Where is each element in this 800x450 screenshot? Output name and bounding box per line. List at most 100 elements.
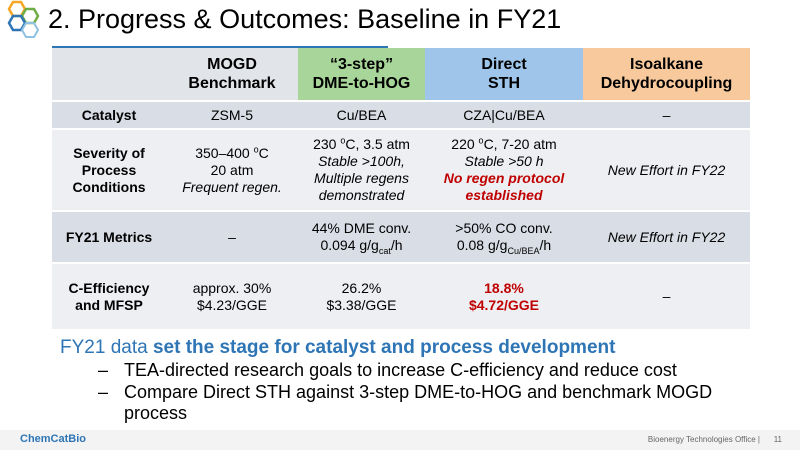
header-line: MOGD xyxy=(207,56,257,73)
cell-text: C xyxy=(258,144,269,161)
summary-lead: FY21 data set the stage for catalyst and… xyxy=(60,336,780,359)
cell-text: 0.094 g/g xyxy=(320,237,379,253)
cell-text: No regen protocol xyxy=(443,170,565,186)
cell-line: Stable >50 h xyxy=(425,153,583,170)
cell-line: Multiple regens xyxy=(298,170,425,187)
cell-line: ZSM-5 xyxy=(166,107,298,124)
cell-line: – xyxy=(583,107,750,124)
cell-text: Cu/BEA xyxy=(336,106,387,123)
row-label: Severity of Process Conditions xyxy=(52,128,166,211)
table-cell: 230 oC, 3.5 atm Stable >100h, Multiple reg… xyxy=(298,128,425,211)
cell-line: No regen protocol xyxy=(425,170,583,187)
cell-text: Stable >100h, xyxy=(318,153,405,169)
cell-text: New Effort in FY22 xyxy=(607,228,726,245)
label-line: Process xyxy=(81,161,137,178)
table-row: FY21 Metrics – 44% DME conv. 0.094 g/gcat/h… xyxy=(52,210,750,263)
lead-bold: set the stage for catalyst and process d… xyxy=(152,337,616,358)
column-header: Direct STH xyxy=(425,48,583,101)
cell-text: 350–400 xyxy=(195,144,254,161)
label-line: Catalyst xyxy=(81,106,137,123)
row-label: Catalyst xyxy=(52,100,166,129)
cell-text: C, 7-20 atm xyxy=(483,136,557,152)
table-cell: >50% CO conv. 0.08 g/gCu/BEA/h xyxy=(425,210,583,263)
cell-text: established xyxy=(465,187,543,203)
header-line: Direct xyxy=(481,56,527,73)
column-header: “3-step” DME-to-HOG xyxy=(298,48,425,101)
label-line: and MFSP xyxy=(75,296,143,313)
cell-line: CZA|Cu/BEA xyxy=(425,107,583,124)
cell-line: 350–400 oC xyxy=(166,143,298,162)
row-label: FY21 Metrics xyxy=(52,210,166,263)
cell-text: – xyxy=(662,106,671,123)
label-line: Conditions xyxy=(72,178,146,195)
summary: FY21 data set the stage for catalyst and… xyxy=(60,336,780,424)
table-cell: 26.2% $3.38/GGE xyxy=(298,262,425,329)
cell-text: $4.72/GGE xyxy=(468,296,540,313)
cell-line: Cu/BEA xyxy=(298,107,425,124)
cell-text: – xyxy=(228,228,236,245)
cell-line: 220 oC, 7-20 atm xyxy=(425,136,583,153)
cell-text: 230 xyxy=(313,136,341,152)
bullet: Compare Direct STH against 3-step DME-to… xyxy=(60,382,724,424)
cell-text: 44% DME conv. xyxy=(311,220,412,236)
table-row: Catalyst ZSM-5 Cu/BEA CZA|Cu/BEA – xyxy=(52,100,750,129)
cell-text: o xyxy=(340,135,346,146)
bullet: TEA-directed research goals to increase … xyxy=(60,360,724,381)
cell-line: 20 atm xyxy=(166,162,298,179)
cell-line: New Effort in FY22 xyxy=(583,229,750,246)
cell-line: Frequent regen. xyxy=(166,179,298,196)
slide-title: 2. Progress & Outcomes: Baseline in FY21 xyxy=(48,4,562,34)
cell-line: 0.094 g/gcat/h xyxy=(298,237,425,256)
column-header: MOGD Benchmark xyxy=(166,48,298,101)
cell-text: – xyxy=(662,288,671,304)
cell-line: approx. 30% xyxy=(166,280,298,297)
table-cell: – xyxy=(583,262,750,329)
cell-line: demonstrated xyxy=(298,187,425,204)
cell-text: 0.08 g/g xyxy=(456,237,508,253)
cell-text: approx. 30% xyxy=(192,279,272,296)
cell-line: $4.72/GGE xyxy=(425,297,583,314)
cell-text: /h xyxy=(539,237,552,253)
column-header: Isoalkane Dehydrocoupling xyxy=(583,48,750,101)
cell-text: $4.23/GGE xyxy=(196,296,268,313)
cell-line: – xyxy=(166,229,298,246)
header-line: Dehydrocoupling xyxy=(600,75,733,92)
cell-text: New Effort in FY22 xyxy=(607,161,726,178)
table-cell: – xyxy=(583,100,750,129)
corner-cell xyxy=(52,48,166,101)
cell-text: 220 xyxy=(451,136,479,152)
table-row: Severity of Process Conditions 350–400 oC 20… xyxy=(52,128,750,211)
cell-line: New Effort in FY22 xyxy=(583,162,750,179)
cell-text: o xyxy=(253,143,259,154)
cell-text: 26.2% xyxy=(341,279,382,296)
table-cell: New Effort in FY22 xyxy=(583,128,750,211)
cell-line: $4.23/GGE xyxy=(166,297,298,314)
footer: ChemCatBio Bioenergy Technologies Office… xyxy=(0,430,800,450)
page-number: 11 xyxy=(773,435,782,444)
cell-text: >50% CO conv. xyxy=(455,220,553,236)
row-label: C-Efficiency and MFSP xyxy=(52,262,166,329)
cell-line: 44% DME conv. xyxy=(298,220,425,237)
cell-text: demonstrated xyxy=(318,187,405,203)
label-line: C-Efficiency xyxy=(68,279,150,296)
cell-text: 20 atm xyxy=(210,161,254,178)
cell-text: Frequent regen. xyxy=(182,178,282,195)
table-cell: ZSM-5 xyxy=(166,100,298,129)
cell-line: 230 oC, 3.5 atm xyxy=(298,136,425,153)
table-cell: CZA|Cu/BEA xyxy=(425,100,583,129)
label-line: Severity of xyxy=(73,144,145,161)
title-rule xyxy=(52,46,388,48)
table-cell: 44% DME conv. 0.094 g/gcat/h xyxy=(298,210,425,263)
cell-text: cat xyxy=(378,245,391,256)
cell-line: 18.8% xyxy=(425,280,583,297)
table-cell: 18.8% $4.72/GGE xyxy=(425,262,583,329)
header-line: DME-to-HOG xyxy=(312,75,411,92)
cell-text: 18.8% xyxy=(484,279,524,296)
footer-logo: ChemCatBio xyxy=(20,433,87,445)
table-cell: approx. 30% $4.23/GGE xyxy=(166,262,298,329)
footer-office: Bioenergy Technologies Office | xyxy=(647,435,760,444)
cell-line: >50% CO conv. xyxy=(425,220,583,237)
cell-text: Stable >50 h xyxy=(464,153,544,169)
table-cell: Cu/BEA xyxy=(298,100,425,129)
